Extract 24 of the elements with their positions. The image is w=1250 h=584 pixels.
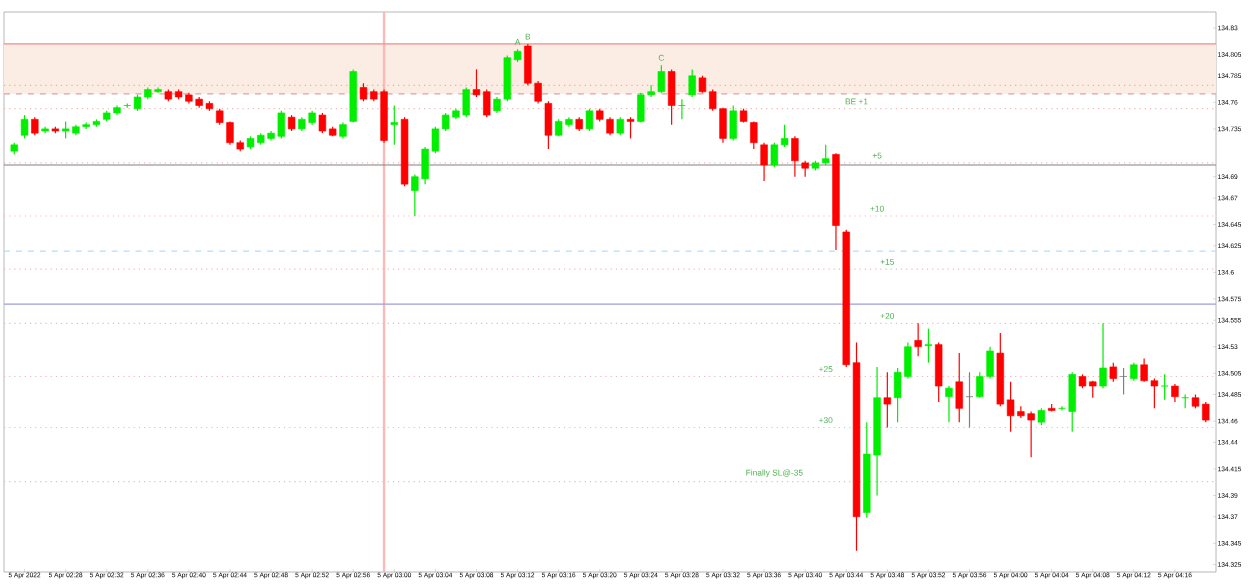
candlestick	[1099, 322, 1107, 389]
candlestick	[616, 116, 624, 136]
candlestick	[791, 135, 799, 178]
candlestick	[729, 104, 737, 142]
candlestick	[1109, 362, 1117, 383]
candlestick	[390, 104, 398, 146]
candlestick	[760, 142, 768, 182]
candlestick	[914, 322, 922, 357]
candlestick	[31, 116, 39, 136]
candlestick	[667, 68, 676, 126]
candlestick	[955, 352, 963, 423]
candlestick	[1171, 383, 1179, 403]
candlestick	[935, 341, 943, 403]
candlestick	[1160, 373, 1169, 401]
candlestick	[1130, 362, 1138, 382]
candlestick	[924, 328, 933, 364]
candlestick	[20, 114, 29, 140]
candlestick	[883, 371, 892, 429]
candlestick	[585, 108, 594, 132]
candlestick	[945, 385, 953, 423]
candlestick	[544, 100, 553, 150]
candlestick	[688, 68, 696, 98]
candlestick	[626, 116, 635, 140]
candlestick	[750, 120, 758, 150]
